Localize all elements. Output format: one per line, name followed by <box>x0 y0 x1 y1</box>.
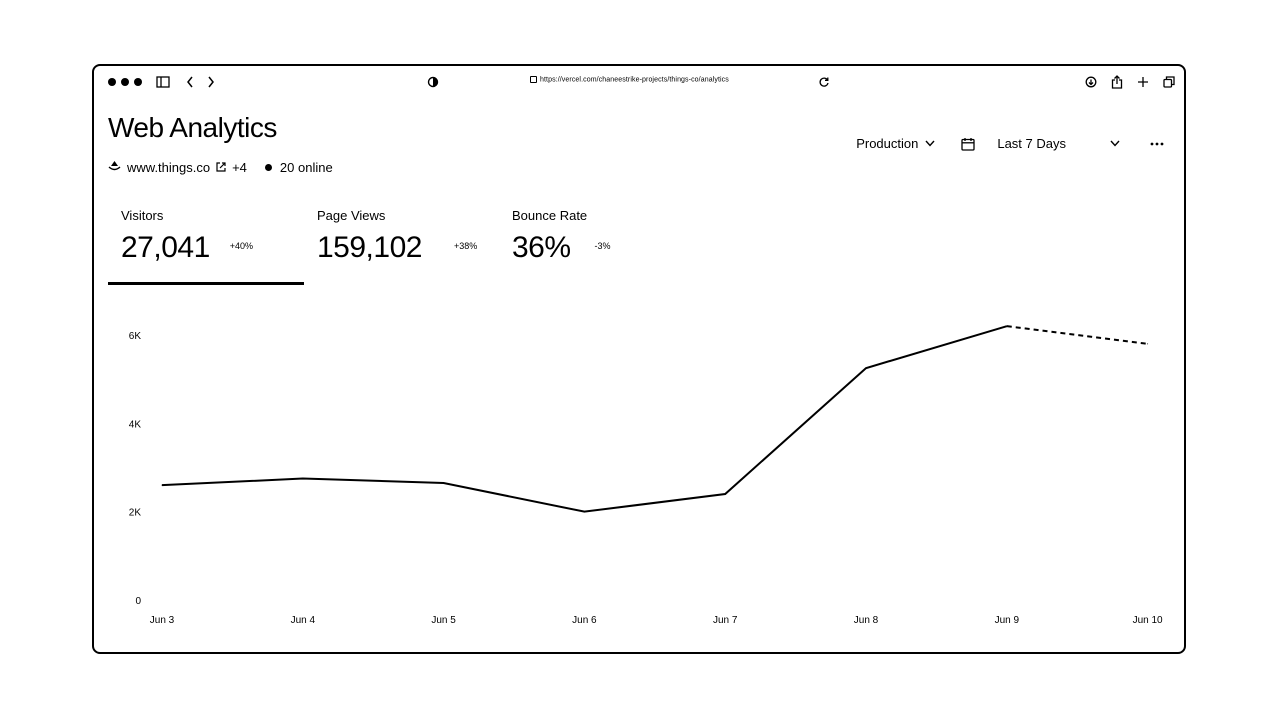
y-tick-label: 6K <box>129 331 142 342</box>
metric-change: +40% <box>229 241 254 251</box>
address-bar[interactable]: https://vercel.com/chaneestrike-projects… <box>530 76 729 83</box>
back-icon[interactable] <box>182 74 198 90</box>
metric-value: 27,041 <box>121 231 210 264</box>
page-title: Web Analytics <box>108 112 277 143</box>
new-tab-icon[interactable] <box>1135 74 1151 90</box>
site-meta: www.things.co +4 20 online <box>108 160 333 175</box>
additional-domains-count[interactable]: +4 <box>232 160 247 175</box>
x-tick-label: Jun 9 <box>995 615 1020 626</box>
environment-select[interactable]: Production <box>856 136 935 151</box>
metric-tab-visitors[interactable]: Visitors 27,041 +40% <box>121 208 253 265</box>
more-options-icon[interactable] <box>1150 142 1164 146</box>
forward-icon[interactable] <box>203 74 219 90</box>
data-point[interactable] <box>1006 325 1008 327</box>
browser-toolbar: https://vercel.com/chaneestrike-projects… <box>94 66 1184 100</box>
y-tick-label: 4K <box>129 419 142 430</box>
tab-overview-icon[interactable] <box>1161 74 1177 90</box>
online-count: 20 online <box>279 160 333 175</box>
date-range-label: Last 7 Days <box>997 136 1066 151</box>
data-point[interactable] <box>1147 343 1149 345</box>
series-line-forecast <box>1006 325 1148 345</box>
visitors-line-chart: 0 2K 4K 6K Jun 3 Jun 4 Jun 5 Jun 6 Jun 7 Jun 8 Jun… <box>129 325 1163 626</box>
x-tick-label: Jun 7 <box>713 615 738 626</box>
metric-value: 36% <box>512 231 571 264</box>
y-tick-label: 2K <box>129 508 142 519</box>
metric-label: Visitors <box>121 208 164 223</box>
data-point[interactable] <box>724 493 726 495</box>
site-domain-link[interactable]: www.things.co <box>127 160 211 175</box>
metric-label: Bounce Rate <box>512 208 588 223</box>
metric-value: 159,102 <box>317 231 422 264</box>
calendar-icon[interactable] <box>961 137 975 151</box>
sidebar-toggle-icon[interactable] <box>155 74 171 90</box>
metric-tab-bounce-rate[interactable]: Bounce Rate 36% -3% <box>512 208 611 265</box>
share-icon[interactable] <box>1109 74 1125 90</box>
project-favicon-icon <box>108 160 121 175</box>
privacy-shield-icon[interactable] <box>425 74 441 90</box>
x-tick-label: Jun 3 <box>150 615 175 626</box>
y-tick-label: 0 <box>135 596 141 607</box>
metric-change: +38% <box>453 241 478 251</box>
download-icon[interactable] <box>1083 74 1099 90</box>
minimize-window-button[interactable] <box>121 78 129 86</box>
metric-tab-page-views[interactable]: Page Views 159,102 +38% <box>317 208 477 265</box>
external-link-icon[interactable] <box>216 160 226 175</box>
reload-icon[interactable] <box>816 74 832 90</box>
series-line <box>161 325 1008 513</box>
chevron-down-icon <box>925 140 935 147</box>
zoom-window-button[interactable] <box>134 78 142 86</box>
environment-label: Production <box>856 136 919 151</box>
data-point[interactable] <box>583 511 585 513</box>
data-point[interactable] <box>865 367 867 369</box>
metric-change: -3% <box>594 241 611 251</box>
date-range-select[interactable]: Last 7 Days <box>997 136 1120 151</box>
data-point[interactable] <box>302 478 304 480</box>
x-tick-label: Jun 6 <box>572 615 597 626</box>
online-status-icon <box>264 164 272 171</box>
x-tick-label: Jun 8 <box>854 615 879 626</box>
browser-window: https://vercel.com/chaneestrike-projects… <box>92 64 1186 654</box>
active-tab-indicator <box>108 282 304 285</box>
chevron-down-icon <box>1110 140 1120 147</box>
x-tick-label: Jun 10 <box>1133 615 1163 626</box>
close-window-button[interactable] <box>108 78 116 86</box>
metric-label: Page Views <box>317 208 386 223</box>
x-tick-label: Jun 4 <box>291 615 316 626</box>
lock-icon <box>530 76 537 83</box>
data-point[interactable] <box>443 482 445 484</box>
data-point[interactable] <box>161 484 163 486</box>
page-controls: Production Last 7 Days <box>856 136 1164 151</box>
url-text: https://vercel.com/chaneestrike-projects… <box>540 76 729 84</box>
x-tick-label: Jun 5 <box>431 615 456 626</box>
